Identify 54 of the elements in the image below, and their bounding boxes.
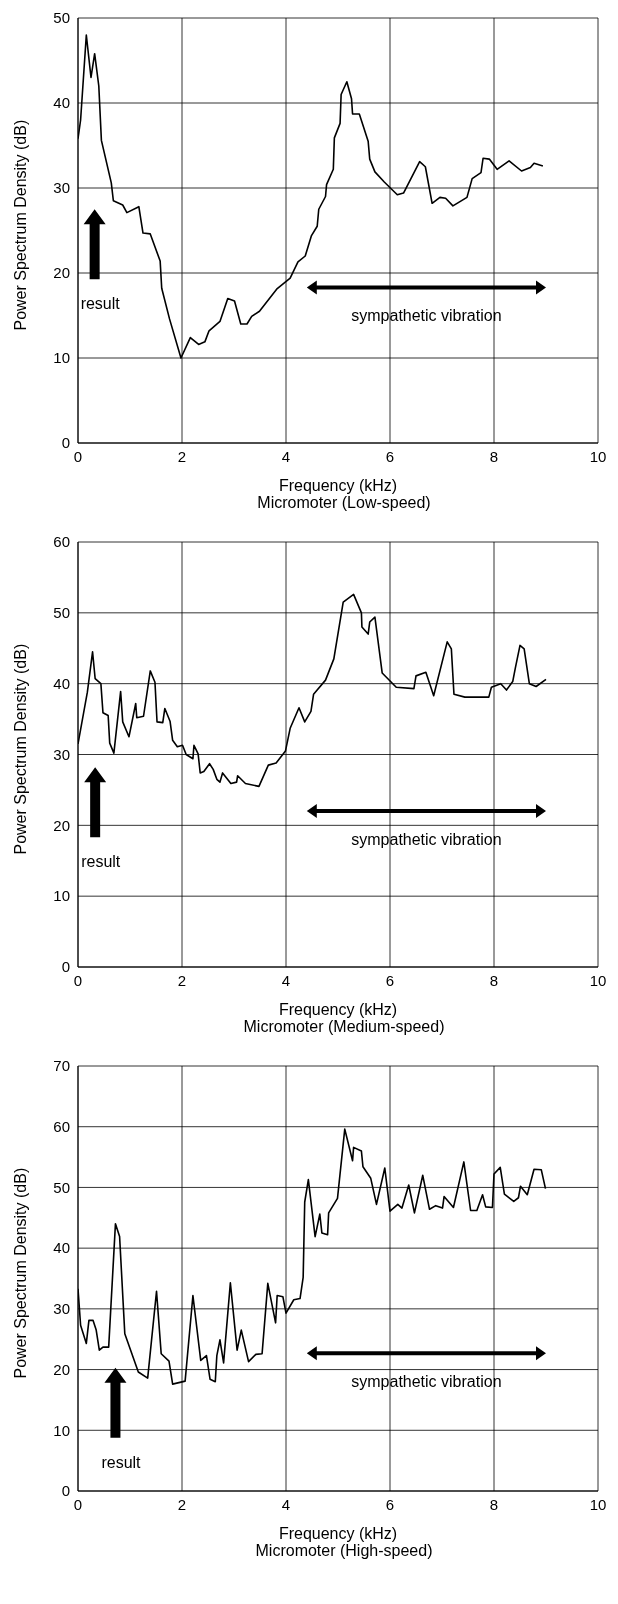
y-tick-label: 20 <box>53 816 70 834</box>
x-tick-label: 10 <box>589 971 607 989</box>
y-tick-label: 60 <box>53 533 70 551</box>
annotation: result <box>101 1453 142 1471</box>
annotation: result <box>80 295 121 313</box>
x-tick-label: 0 <box>73 971 83 989</box>
y-tick-label: 50 <box>53 9 70 27</box>
annotation: sympathetic vibration <box>351 307 502 325</box>
x-tick-label: 8 <box>489 447 499 465</box>
x-tick-label: 0 <box>73 447 83 465</box>
x-axis-title: Frequency (kHz) <box>278 477 398 494</box>
y-tick-label: 20 <box>53 264 70 282</box>
y-tick-label: 10 <box>53 887 70 905</box>
text: Micromoter (Medium-speed) <box>242 1018 446 1036</box>
y-tick-label: 10 <box>53 349 70 367</box>
x-tick-label: 6 <box>385 447 395 465</box>
x-axis-title: Frequency (kHz) <box>278 1001 398 1018</box>
x-tick-label: 0 <box>73 1495 83 1513</box>
y-tick-label: 30 <box>53 179 70 197</box>
y-axis-title: Power Spectrum Density (dB) <box>11 1167 29 1379</box>
x-tick-label: 6 <box>385 1495 395 1513</box>
y-tick-label: 60 <box>53 1118 70 1136</box>
x-tick-label: 2 <box>177 1495 187 1513</box>
y-axis-title: Power Spectrum Density (dB) <box>11 643 29 855</box>
y-tick-label: 40 <box>53 1239 70 1257</box>
annotation: result <box>81 853 121 871</box>
x-tick-label: 4 <box>281 447 291 465</box>
y-axis-title: Power Spectrum Density (dB) <box>11 119 29 331</box>
y-tick-label: 50 <box>53 1178 70 1196</box>
x-tick-label: 2 <box>177 971 187 989</box>
x-tick-label: 4 <box>281 1495 291 1513</box>
annotation: sympathetic vibration <box>351 1373 502 1391</box>
x-tick-label: 10 <box>589 1495 607 1513</box>
y-tick-label: 0 <box>61 958 70 976</box>
y-tick-label: 30 <box>53 1300 70 1318</box>
x-axis-title: Frequency (kHz) <box>278 1525 398 1542</box>
y-tick-label: 30 <box>53 745 70 763</box>
y-tick-label: 70 <box>53 1057 70 1075</box>
x-tick-label: 8 <box>489 971 499 989</box>
x-tick-label: 6 <box>385 971 395 989</box>
text: Micromoter (High-speed) <box>254 1542 434 1560</box>
text: Micromoter (Low-speed) <box>256 494 432 512</box>
annotation: sympathetic vibration <box>351 831 502 849</box>
y-tick-label: 40 <box>53 94 70 112</box>
y-tick-label: 50 <box>53 604 70 622</box>
x-tick-label: 4 <box>281 971 291 989</box>
x-tick-label: 8 <box>489 1495 499 1513</box>
y-tick-label: 0 <box>61 1482 70 1500</box>
x-tick-label: 2 <box>177 447 187 465</box>
y-tick-label: 10 <box>53 1421 70 1439</box>
x-tick-label: 10 <box>589 447 607 465</box>
y-tick-label: 40 <box>53 674 70 692</box>
y-tick-label: 0 <box>61 434 70 452</box>
y-tick-label: 20 <box>53 1360 70 1378</box>
